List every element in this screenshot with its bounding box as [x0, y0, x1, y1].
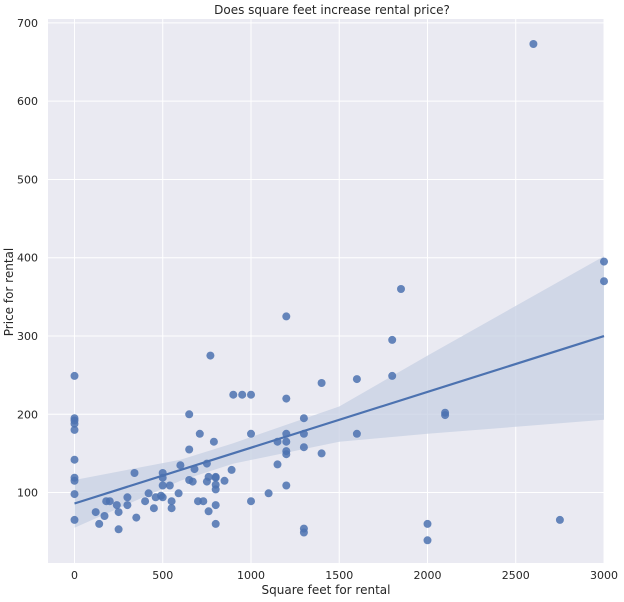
data-point: [441, 411, 450, 420]
data-point: [195, 429, 204, 438]
data-point: [220, 476, 229, 485]
data-point: [158, 493, 167, 502]
y-tick-label: 400: [17, 252, 38, 265]
data-point: [555, 515, 564, 524]
data-point: [247, 429, 255, 438]
data-point: [388, 371, 397, 380]
y-tick-label: 100: [17, 487, 38, 500]
data-point: [211, 501, 220, 510]
x-tick-label: 2000: [413, 569, 441, 582]
data-point: [247, 390, 255, 399]
x-tick-label: 2500: [502, 569, 530, 582]
data-point: [238, 390, 247, 399]
data-point: [211, 519, 220, 528]
y-tick-label: 600: [17, 95, 38, 108]
data-point: [100, 512, 109, 520]
data-point: [600, 257, 608, 266]
data-point: [282, 450, 291, 459]
data-point: [317, 379, 326, 387]
x-tick-label: 1500: [325, 569, 353, 582]
chart-title: Does square feet increase rental price?: [214, 3, 450, 17]
data-point: [95, 519, 104, 528]
data-point: [282, 437, 291, 446]
y-tick-label: 300: [17, 330, 38, 343]
data-point: [130, 469, 139, 477]
data-point: [123, 501, 132, 510]
data-point: [105, 497, 114, 506]
x-axis-label: Square feet for rental: [262, 583, 391, 597]
data-point: [114, 508, 123, 517]
data-point: [529, 40, 538, 48]
data-point: [299, 528, 308, 537]
y-tick-label: 200: [17, 408, 38, 421]
data-point: [141, 497, 150, 506]
data-point: [423, 536, 432, 545]
data-point: [204, 472, 213, 481]
data-point: [282, 481, 291, 490]
data-point: [247, 497, 255, 506]
y-tick-labels: 100 200 300 400 500 600 700: [17, 17, 38, 500]
data-point: [70, 371, 79, 380]
x-tick-label: 500: [152, 569, 173, 582]
data-point: [70, 476, 79, 485]
data-point: [114, 525, 123, 534]
data-point: [112, 501, 121, 510]
data-point: [70, 425, 79, 434]
scatter-points: [70, 40, 608, 545]
data-point: [388, 335, 397, 344]
data-point: [299, 443, 308, 452]
data-point: [70, 419, 79, 428]
data-point: [167, 504, 176, 513]
data-point: [264, 489, 273, 498]
x-tick-label: 0: [71, 569, 78, 582]
data-point: [282, 394, 291, 403]
data-point: [132, 513, 141, 522]
y-tick-label: 700: [17, 17, 38, 30]
y-tick-label: 500: [17, 173, 38, 186]
data-point: [211, 473, 220, 482]
data-point: [144, 489, 153, 498]
data-point: [185, 410, 194, 419]
data-point: [299, 414, 308, 423]
data-point: [165, 481, 174, 490]
data-point: [91, 508, 100, 517]
x-tick-label: 1000: [237, 569, 265, 582]
data-point: [70, 455, 79, 464]
x-tick-label: 3000: [590, 569, 618, 582]
data-point: [174, 489, 183, 498]
data-point: [209, 437, 218, 446]
data-point: [211, 485, 220, 494]
data-point: [282, 312, 291, 321]
data-point: [158, 481, 167, 490]
data-point: [229, 390, 238, 399]
data-point: [204, 507, 213, 516]
data-point: [123, 493, 132, 502]
data-point: [199, 497, 208, 506]
data-point: [600, 277, 608, 286]
y-axis-label: Price for rental: [2, 248, 16, 336]
data-point: [423, 519, 432, 528]
data-point: [352, 429, 361, 438]
x-tick-labels: 0 500 1000 1500 2000 2500 3000: [71, 569, 618, 582]
data-point: [317, 449, 326, 458]
data-point: [70, 490, 79, 499]
data-point: [185, 445, 194, 454]
data-point: [397, 285, 405, 293]
data-point: [273, 460, 282, 469]
data-point: [206, 351, 215, 360]
data-point: [70, 515, 79, 524]
data-point: [176, 461, 185, 470]
data-point: [167, 497, 176, 506]
data-point: [188, 477, 197, 486]
data-point: [149, 504, 158, 513]
data-point: [227, 465, 236, 474]
regression-line: [74, 335, 605, 505]
data-point: [352, 375, 361, 384]
